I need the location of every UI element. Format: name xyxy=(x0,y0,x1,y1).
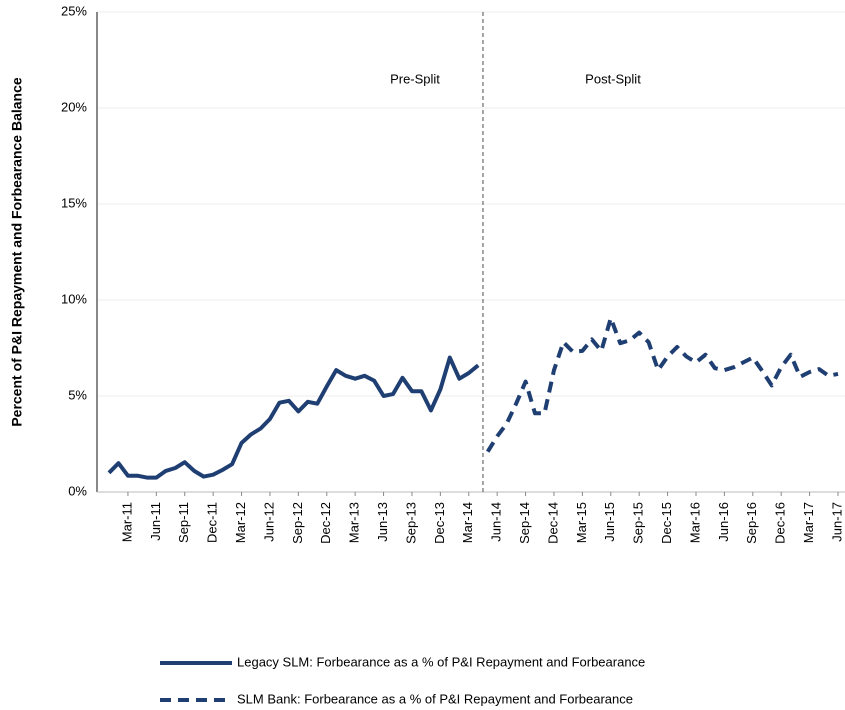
x-tick-label: Mar-15 xyxy=(574,502,589,543)
x-tick-label: Dec-14 xyxy=(545,502,560,544)
data-line xyxy=(107,355,480,480)
x-tick-label: Jun-11 xyxy=(148,502,163,541)
annotation: Post-Split xyxy=(585,71,641,86)
data-line xyxy=(485,316,839,453)
y-tick-label: 20% xyxy=(61,99,87,114)
x-tick-label: Dec-12 xyxy=(318,502,333,544)
x-tick-label: Mar-16 xyxy=(687,502,702,543)
y-tick-label: 5% xyxy=(68,387,87,402)
x-tick-label: Sep-16 xyxy=(744,502,759,544)
x-tick-label: Mar-12 xyxy=(233,502,248,543)
x-tick-label: Dec-13 xyxy=(432,502,447,544)
y-tick-label: 15% xyxy=(61,195,87,210)
x-tick-label: Sep-12 xyxy=(290,502,305,544)
x-tick-label: Dec-16 xyxy=(773,502,788,544)
y-tick-label: 0% xyxy=(68,483,87,498)
x-tick-label: Jun-14 xyxy=(489,502,504,542)
x-tick-label: Dec-11 xyxy=(205,502,220,543)
x-tick-label: Dec-15 xyxy=(659,502,674,544)
x-tick-label: Sep-15 xyxy=(631,502,646,544)
x-tick-label: Sep-14 xyxy=(517,502,532,544)
y-axis-label: Percent of P&I Repayment and Forbearance… xyxy=(9,77,25,427)
x-tick-label: Jun-13 xyxy=(375,502,390,542)
x-tick-label: Mar-11 xyxy=(119,502,134,542)
x-tick-label: Jun-16 xyxy=(716,502,731,542)
y-tick-label: 10% xyxy=(61,291,87,306)
y-tick-label: 25% xyxy=(61,3,87,18)
legend-label: SLM Bank: Forbearance as a % of P&I Repa… xyxy=(237,691,633,706)
x-tick-label: Mar-14 xyxy=(460,502,475,543)
x-tick-label: Jun-12 xyxy=(261,502,276,542)
legend-label: Legacy SLM: Forbearance as a % of P&I Re… xyxy=(237,654,645,669)
x-tick-label: Sep-13 xyxy=(403,502,418,544)
x-tick-label: Jun-17 xyxy=(829,502,844,542)
annotation: Pre-Split xyxy=(390,71,440,86)
x-tick-label: Jun-15 xyxy=(602,502,617,542)
x-tick-label: Mar-17 xyxy=(801,502,816,543)
x-tick-label: Mar-13 xyxy=(347,502,362,543)
x-tick-label: Sep-11 xyxy=(176,502,191,543)
